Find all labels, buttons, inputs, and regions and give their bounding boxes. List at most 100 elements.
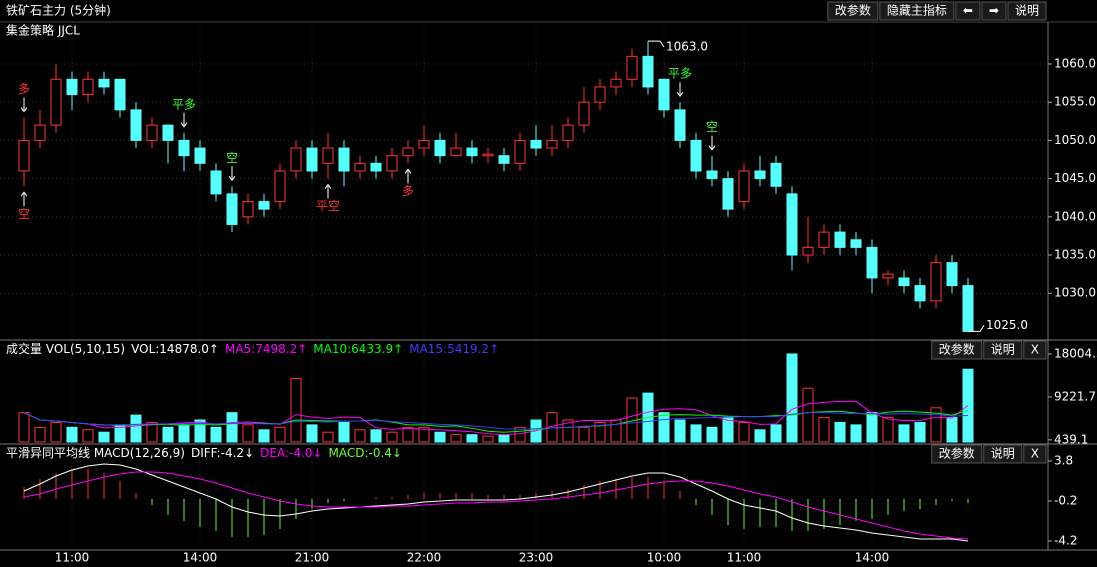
candle-body bbox=[546, 139, 558, 149]
volume-bar bbox=[418, 426, 430, 443]
button-label[interactable]: X bbox=[1031, 447, 1039, 461]
volume-bar bbox=[194, 419, 206, 443]
button-label[interactable]: 说明 bbox=[1015, 3, 1039, 18]
candle-body bbox=[786, 193, 798, 256]
signal-label: 多 bbox=[402, 184, 414, 198]
volume-bar bbox=[562, 419, 574, 443]
button[interactable]: 说明 bbox=[1007, 1, 1047, 21]
signal-arrow bbox=[20, 191, 28, 207]
volume-bar bbox=[386, 431, 398, 443]
button-label[interactable]: 改参数 bbox=[939, 342, 975, 357]
button-label[interactable]: X bbox=[1031, 343, 1039, 357]
button-label[interactable]: 说明 bbox=[991, 342, 1015, 357]
candle-body bbox=[434, 139, 446, 157]
candle-body bbox=[834, 231, 846, 248]
indicator-line bbox=[23, 400, 969, 436]
y-tick-label: 1055.0 bbox=[1054, 95, 1096, 109]
candle-body bbox=[178, 139, 190, 157]
volume-bar bbox=[130, 414, 142, 443]
x-tick-label: 14:00 bbox=[183, 551, 218, 565]
volume-bar bbox=[178, 424, 190, 443]
candle-body bbox=[658, 78, 670, 111]
button-frame bbox=[879, 1, 955, 21]
window-title: 铁矿石主力 (5分钟) bbox=[6, 3, 111, 18]
candle-body bbox=[290, 147, 302, 172]
button-frame bbox=[955, 1, 981, 21]
volume-bar bbox=[722, 417, 734, 443]
candle-body bbox=[322, 147, 334, 164]
button-label[interactable]: ⬅ bbox=[963, 4, 973, 18]
button[interactable]: X bbox=[1023, 340, 1047, 360]
button-label[interactable]: 隐藏主指标 bbox=[887, 3, 947, 18]
signal-label: 空 bbox=[226, 151, 238, 165]
x-tick-label: 14:00 bbox=[855, 551, 890, 565]
candle-body bbox=[514, 139, 526, 164]
y-tick-label: 1045.0 bbox=[1054, 171, 1096, 185]
button[interactable]: 改参数 bbox=[931, 340, 983, 360]
signal-arrow bbox=[708, 135, 716, 151]
x-tick-label: 11:00 bbox=[727, 551, 762, 565]
candle-body bbox=[642, 55, 654, 88]
volume-bar bbox=[306, 424, 318, 443]
candle-body bbox=[146, 124, 158, 141]
y-tick-label: 1035.0 bbox=[1054, 248, 1096, 262]
volume-bar bbox=[450, 434, 462, 443]
button[interactable]: 说明 bbox=[983, 444, 1023, 464]
button[interactable]: 改参数 bbox=[827, 1, 879, 21]
volume-bar bbox=[146, 421, 158, 443]
button[interactable]: 说明 bbox=[983, 340, 1023, 360]
candle-body bbox=[242, 201, 254, 218]
candle-body bbox=[738, 170, 750, 203]
button[interactable]: ⬅ bbox=[955, 1, 981, 21]
button-frame bbox=[981, 1, 1007, 21]
legend-entry: VOL:14878.0↑ bbox=[131, 342, 219, 356]
volume-bar bbox=[658, 412, 670, 443]
volume-bar bbox=[866, 412, 878, 443]
signal-arrow bbox=[676, 82, 684, 98]
candle-body bbox=[258, 201, 270, 210]
volume-bar bbox=[482, 435, 494, 443]
candle-body bbox=[962, 285, 974, 332]
volume-bar bbox=[786, 353, 798, 443]
signal-label: 平多 bbox=[172, 97, 196, 111]
candle-body bbox=[882, 273, 894, 279]
legend-entry: MA10:6433.9↑ bbox=[313, 342, 403, 356]
legend-entry: MA5:7498.2↑ bbox=[225, 342, 307, 356]
annotation-label: 1063.0 bbox=[666, 40, 708, 54]
volume-bar bbox=[82, 429, 94, 443]
indicator-line bbox=[23, 463, 969, 542]
candle-body bbox=[34, 124, 46, 141]
volume-bar bbox=[706, 426, 718, 443]
candle-body bbox=[466, 147, 478, 157]
panel-header: 平滑异同平均线 MACD(12,26,9) DIFF:-4.2↓ DEA:-4.0↓… bbox=[6, 446, 402, 460]
button[interactable]: ➡ bbox=[981, 1, 1007, 21]
candle-body bbox=[594, 86, 606, 103]
volume-bar bbox=[946, 417, 958, 443]
candle-body bbox=[338, 147, 350, 172]
signal-label: 空 bbox=[706, 120, 718, 134]
button[interactable]: X bbox=[1023, 444, 1047, 464]
candle-body bbox=[66, 78, 78, 96]
volume-bar bbox=[338, 421, 350, 443]
candle-body bbox=[610, 78, 622, 88]
legend-entry: DEA:-4.0↓ bbox=[260, 446, 322, 460]
x-tick-label: 23:00 bbox=[519, 551, 554, 565]
button[interactable]: 隐藏主指标 bbox=[879, 1, 955, 21]
button-label[interactable]: ➡ bbox=[989, 4, 999, 18]
candle-body bbox=[690, 139, 702, 172]
candle-body bbox=[946, 262, 958, 287]
volume-bar bbox=[930, 407, 942, 443]
signal-label: 平空 bbox=[316, 199, 340, 213]
y-tick-label: 1060.0 bbox=[1054, 57, 1096, 71]
button-label[interactable]: 改参数 bbox=[939, 446, 975, 461]
button[interactable]: 改参数 bbox=[931, 444, 983, 464]
volume-bar bbox=[50, 421, 62, 443]
candle-body bbox=[818, 231, 830, 248]
candle-body bbox=[98, 78, 110, 88]
x-tick-label: 11:00 bbox=[55, 551, 90, 565]
candle-body bbox=[226, 193, 238, 225]
volume-bar bbox=[578, 426, 590, 443]
button-label[interactable]: 改参数 bbox=[835, 3, 871, 18]
button-label[interactable]: 说明 bbox=[991, 446, 1015, 461]
x-tick-label: 21:00 bbox=[295, 551, 330, 565]
